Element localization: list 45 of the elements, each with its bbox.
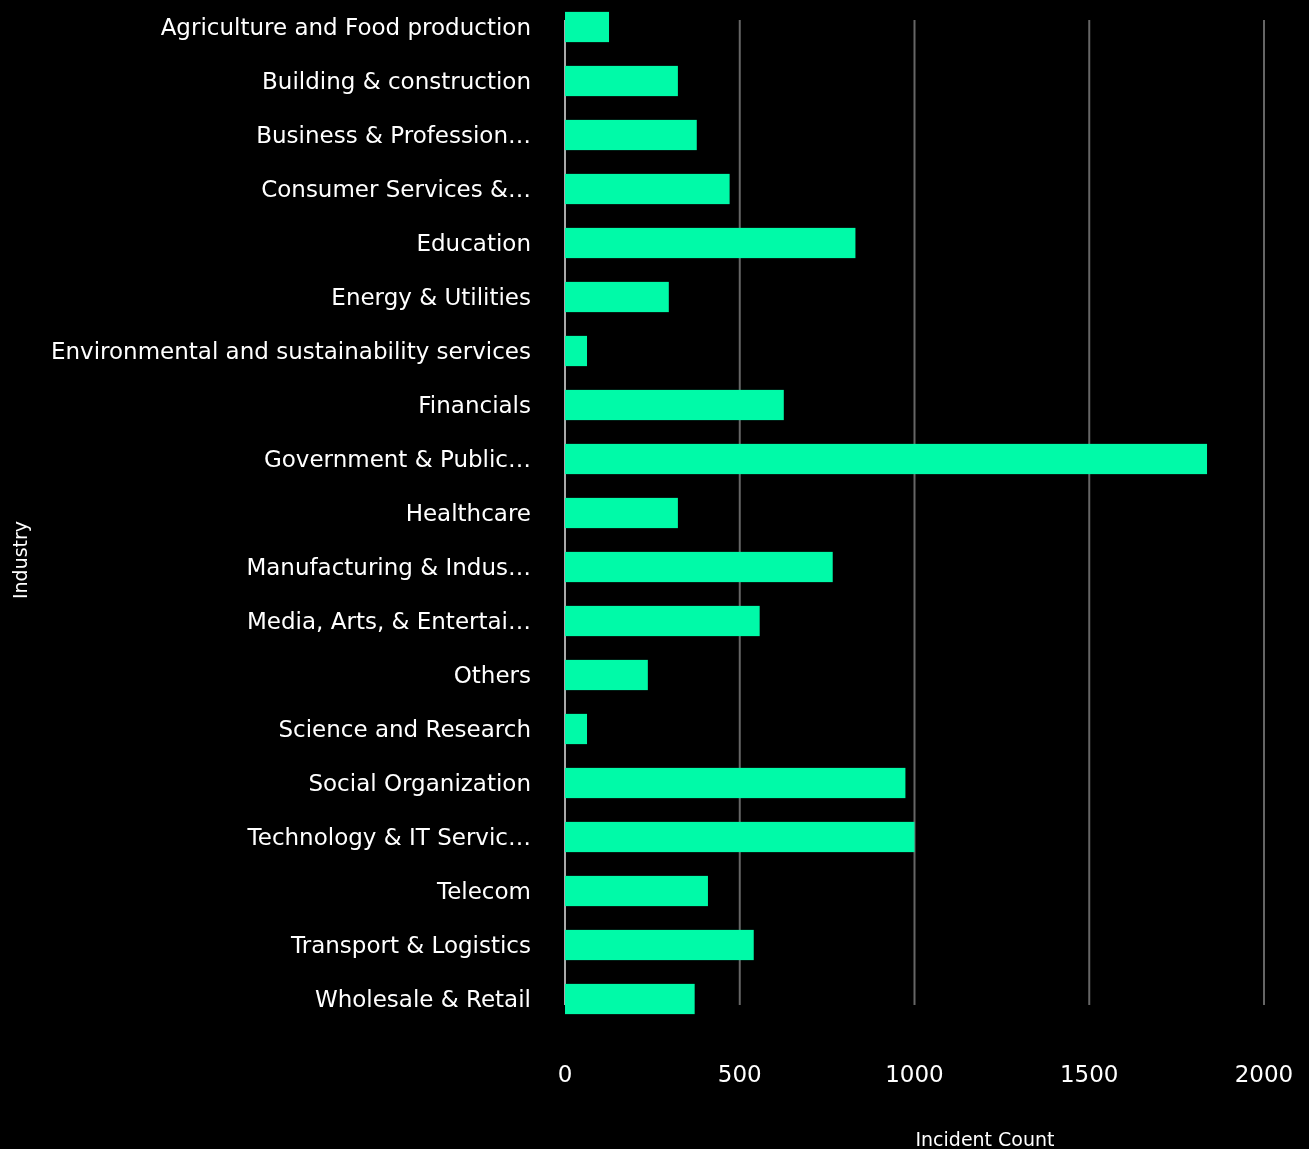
y-tick-label: Building & construction xyxy=(262,68,531,95)
bar xyxy=(565,713,588,745)
bar xyxy=(565,335,588,367)
bar xyxy=(565,551,833,583)
bar xyxy=(565,65,678,97)
y-axis-title: Industry xyxy=(9,520,31,600)
y-tick-label: Transport & Logistics xyxy=(290,932,531,959)
y-tick-label: Government & Public… xyxy=(263,446,531,473)
bar xyxy=(565,119,697,151)
bar xyxy=(565,875,708,907)
bar xyxy=(565,11,610,43)
y-tick-label: Media, Arts, & Entertai… xyxy=(247,608,531,635)
y-tick-label: Business & Profession… xyxy=(256,122,531,149)
bar xyxy=(565,821,915,853)
y-tick-label: Energy & Utilities xyxy=(331,284,531,311)
bar xyxy=(565,605,760,637)
bar xyxy=(565,767,906,799)
x-tick-label: 0 xyxy=(557,1061,573,1087)
x-tick-label: 1000 xyxy=(885,1061,944,1087)
y-tick-label: Others xyxy=(453,662,531,689)
bar xyxy=(565,983,695,1015)
y-tick-label: Technology & IT Servic… xyxy=(246,824,531,851)
bar xyxy=(565,659,648,691)
bar xyxy=(565,443,1208,475)
y-tick-label: Education xyxy=(416,230,531,257)
bar xyxy=(565,227,856,259)
y-tick-label: Social Organization xyxy=(308,770,531,797)
y-tick-label: Agriculture and Food production xyxy=(160,14,531,41)
y-tick-label: Financials xyxy=(418,392,531,419)
y-tick-label: Consumer Services &… xyxy=(261,176,531,203)
x-tick-label: 2000 xyxy=(1234,1061,1294,1087)
bar xyxy=(565,389,784,421)
x-tick-label: 500 xyxy=(717,1061,762,1087)
y-tick-label: Environmental and sustainability services xyxy=(50,338,531,365)
y-tick-label: Science and Research xyxy=(278,716,531,743)
bar xyxy=(565,173,730,205)
bar xyxy=(565,281,669,313)
bar xyxy=(565,497,678,529)
y-tick-label: Manufacturing & Indus… xyxy=(246,554,531,581)
x-tick-label: 1500 xyxy=(1059,1061,1119,1087)
y-tick-label: Wholesale & Retail xyxy=(314,986,531,1013)
bar xyxy=(565,929,754,961)
x-axis-title: Incident Count xyxy=(915,1128,1055,1149)
y-tick-label: Healthcare xyxy=(405,500,531,527)
y-tick-label: Telecom xyxy=(436,878,531,905)
